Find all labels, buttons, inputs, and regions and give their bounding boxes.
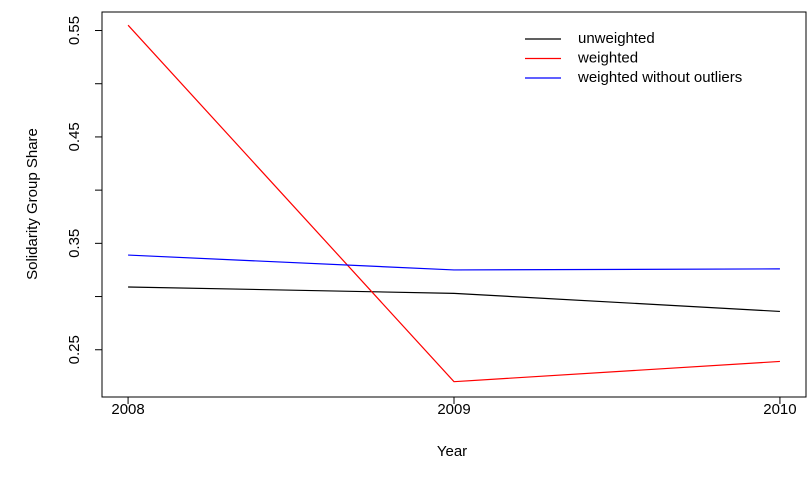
legend-label: weighted without outliers — [577, 69, 742, 86]
y-tick-label: 0.25 — [66, 335, 83, 364]
legend-label: unweighted — [578, 30, 655, 47]
y-tick-label: 0.55 — [66, 16, 83, 45]
x-tick-label: 2009 — [437, 401, 470, 418]
series-line — [128, 286, 780, 313]
series-line — [128, 254, 780, 271]
x-tick-label: 2010 — [763, 401, 796, 418]
legend-label: weighted — [577, 49, 638, 66]
y-axis-title: Solidarity Group Share — [24, 128, 41, 280]
y-tick-label: 0.35 — [66, 229, 83, 258]
series-line — [127, 24, 780, 383]
x-tick-label: 2008 — [111, 401, 144, 418]
x-axis-title: Year — [437, 443, 467, 460]
y-tick-label: 0.45 — [66, 122, 83, 151]
